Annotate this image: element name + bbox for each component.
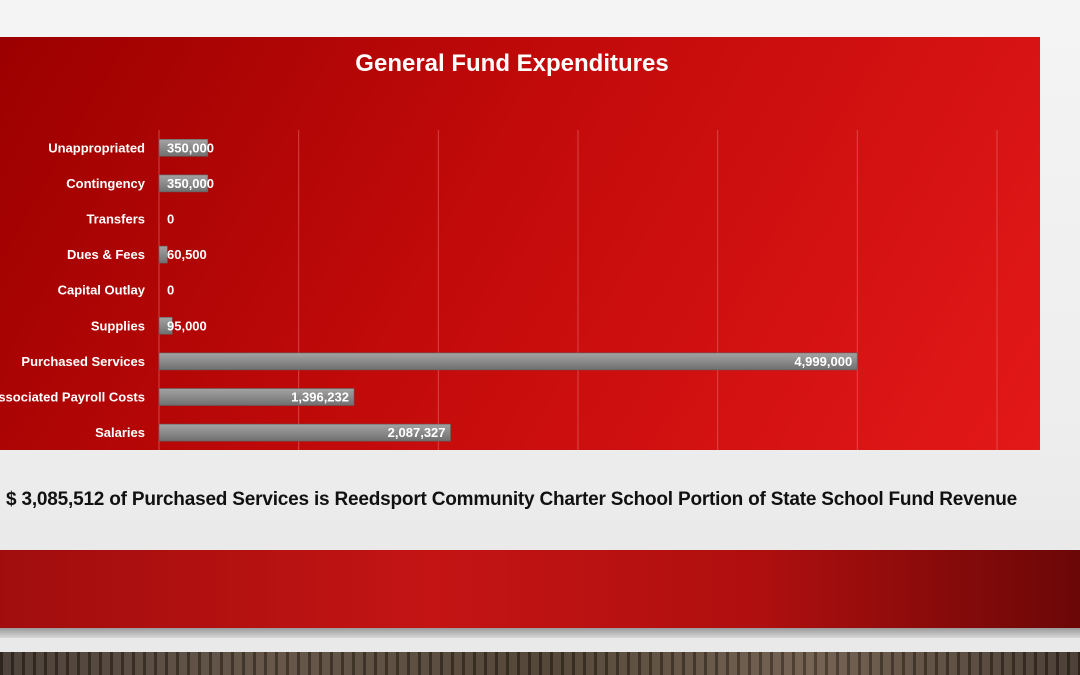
category-label: Purchased Services	[21, 354, 145, 369]
category-label: Supplies	[91, 318, 145, 333]
bar	[158, 316, 173, 335]
data-label: 350,000	[167, 140, 214, 155]
bottom-band-shadow	[0, 628, 1080, 638]
category-label: Capital Outlay	[58, 283, 146, 298]
bar	[158, 174, 209, 193]
bar	[158, 423, 451, 442]
bar	[158, 352, 858, 371]
data-label: 4,999,000	[794, 354, 852, 369]
category-label: Associated Payroll Costs	[0, 390, 145, 405]
category-label: Contingency	[66, 176, 145, 191]
category-label: Salaries	[95, 425, 145, 440]
data-label: 0	[167, 283, 174, 298]
category-label: Dues & Fees	[67, 247, 145, 262]
category-label: Unappropriated	[48, 140, 145, 155]
bar	[158, 388, 355, 406]
data-label: 0	[167, 212, 174, 227]
bars	[158, 139, 858, 442]
bottom-band	[0, 550, 1080, 628]
data-label: 60,500	[167, 247, 207, 262]
category-labels: Unappropriated Contingency Transfers Dues &…	[0, 140, 146, 440]
grid-lines	[158, 130, 998, 450]
bar-chart: General Fund Expenditures Unappropriated…	[0, 50, 998, 450]
bar	[158, 245, 168, 264]
data-label: 1,396,232	[291, 390, 349, 405]
category-label: Transfers	[86, 212, 145, 227]
data-label: 2,087,327	[388, 425, 446, 440]
data-label: 350,000	[167, 176, 214, 191]
texture-floor	[0, 652, 1080, 675]
bar	[158, 139, 209, 157]
chart-panel: General Fund Expenditures Unappropriated…	[0, 37, 1040, 450]
grey-strip	[0, 638, 1080, 652]
data-label: 95,000	[167, 318, 207, 333]
chart-title: General Fund Expenditures	[355, 50, 668, 77]
caption: $ 3,085,512 of Purchased Services is Ree…	[6, 489, 1018, 510]
data-labels: 350,000 350,000 0 60,500 0 95,000 4,999,000 1,3…	[167, 140, 852, 440]
